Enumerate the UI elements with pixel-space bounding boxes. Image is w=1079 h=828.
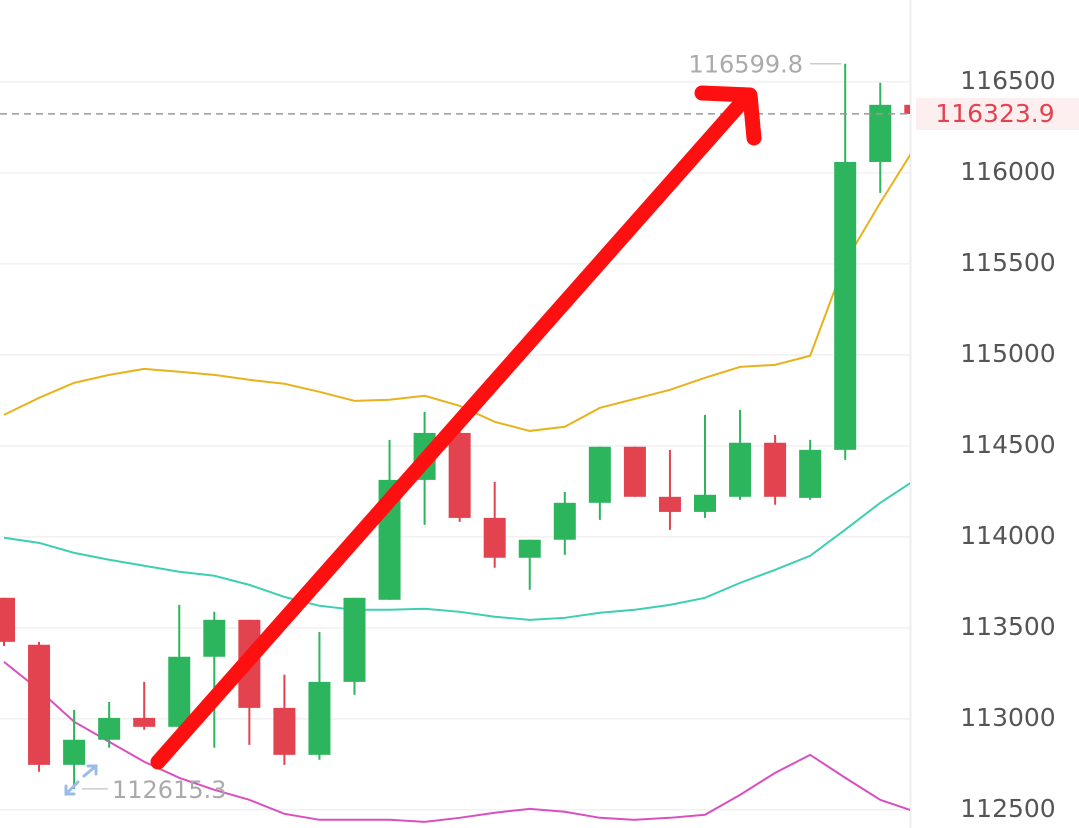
current-price-label: 116323.9 [935, 99, 1054, 128]
candle-body [694, 494, 716, 512]
candle-body [28, 644, 51, 765]
candle-body [308, 681, 331, 755]
candles [0, 63, 910, 789]
candle-body [623, 446, 646, 497]
candle-body [904, 104, 910, 114]
y-tick-label: 113500 [960, 612, 1055, 641]
min-price-label: 112615.3 [112, 776, 227, 804]
y-tick-label: 116500 [960, 66, 1055, 95]
arrow-head [694, 85, 762, 146]
candle-body [483, 517, 506, 558]
candle-body [0, 597, 15, 642]
candle-body [448, 432, 471, 518]
zoom-icon [64, 764, 98, 796]
indicator-line [3, 482, 910, 621]
candle-body [273, 707, 296, 755]
y-tick-label: 113000 [960, 703, 1055, 732]
max-price-label: 116599.8 [688, 51, 803, 79]
candle-body [658, 496, 681, 512]
candle-body [834, 161, 857, 450]
y-tick-label: 116000 [960, 157, 1055, 186]
candle-body [98, 717, 121, 740]
candle-body [168, 656, 191, 727]
indicator-line [3, 153, 910, 432]
candle-body [764, 442, 787, 497]
y-tick-label: 115500 [960, 248, 1055, 277]
current-price-badge [916, 97, 1079, 130]
y-tick-label: 115000 [960, 339, 1055, 368]
arrow-shaft [150, 94, 750, 770]
trend-arrow [150, 85, 762, 770]
candle-body [63, 739, 86, 765]
candle-body [869, 104, 892, 162]
y-tick-label: 114500 [960, 430, 1055, 459]
candle-body [343, 597, 366, 682]
candle-body [133, 717, 156, 727]
candle-body [203, 619, 226, 657]
y-tick-label: 112500 [960, 794, 1055, 823]
candle-body [553, 502, 576, 540]
candle-body [729, 442, 752, 497]
y-tick-label: 114000 [960, 521, 1055, 550]
candle-body [799, 449, 822, 498]
candle-body [518, 539, 541, 558]
candle-body [588, 446, 611, 503]
